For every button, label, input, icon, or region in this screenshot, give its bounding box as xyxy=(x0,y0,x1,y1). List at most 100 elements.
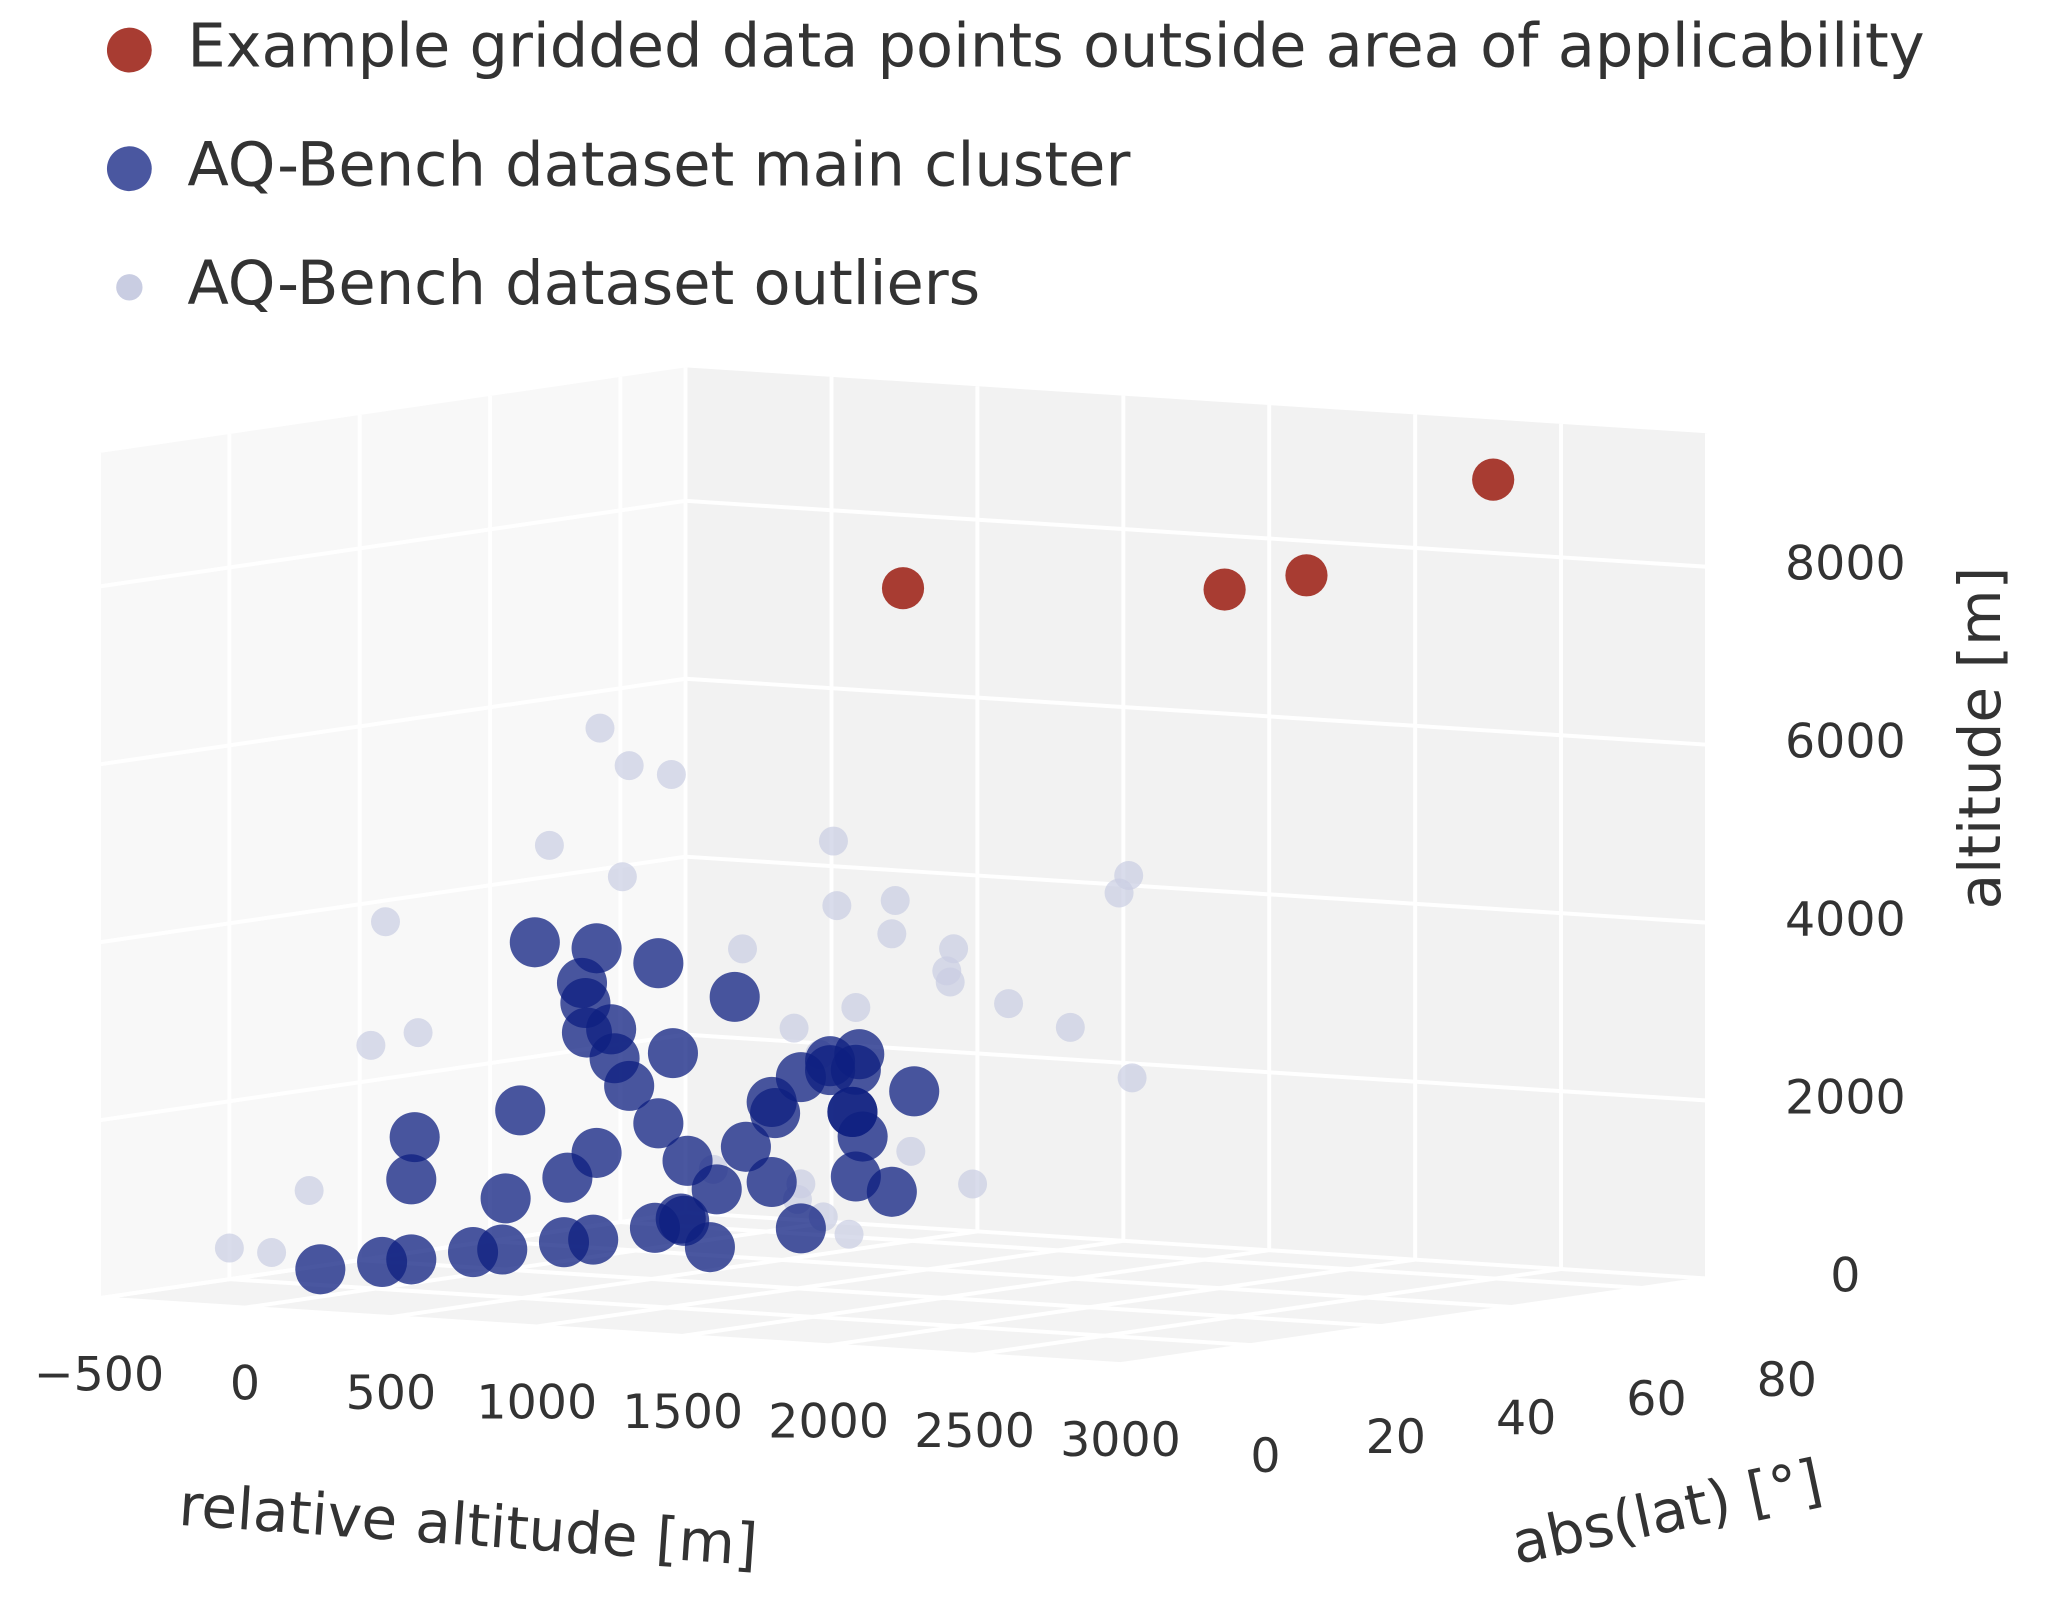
grid-line xyxy=(229,1277,1251,1348)
point xyxy=(586,1004,637,1055)
grid-line xyxy=(685,676,1708,747)
point xyxy=(1104,878,1134,908)
legend-marker xyxy=(106,27,152,73)
grid-line xyxy=(828,1257,1416,1348)
panes xyxy=(99,367,1707,1365)
point xyxy=(822,891,852,921)
grid-line xyxy=(244,1220,832,1310)
point xyxy=(370,907,400,937)
y-tick-label: 80 xyxy=(1757,1353,1817,1408)
point xyxy=(691,1164,742,1215)
points xyxy=(214,458,1515,1295)
grid-line xyxy=(359,1258,1382,1329)
point xyxy=(480,1173,531,1224)
point xyxy=(656,759,686,789)
point xyxy=(571,1127,622,1178)
point xyxy=(881,567,925,610)
z-tick-label: 6000 xyxy=(1785,715,1906,770)
point xyxy=(571,923,622,974)
point xyxy=(1117,1063,1147,1093)
y-tick-label: 20 xyxy=(1366,1410,1426,1465)
x-tick-label: 1500 xyxy=(622,1385,743,1440)
grid-line xyxy=(685,854,1708,925)
grid-line xyxy=(536,1238,1124,1329)
grid-line xyxy=(98,1296,1121,1367)
point xyxy=(896,1136,926,1166)
point xyxy=(356,1030,386,1060)
grid-line xyxy=(98,854,686,945)
legend-marker xyxy=(116,274,143,301)
grid-line xyxy=(98,498,686,589)
point xyxy=(932,956,962,986)
legend-label: AQ-Bench dataset main cluster xyxy=(187,130,1130,200)
legend-label: AQ-Bench dataset outliers xyxy=(187,249,980,319)
point xyxy=(709,971,760,1022)
point xyxy=(534,830,564,860)
x-tick-label: 2000 xyxy=(768,1394,889,1449)
point xyxy=(720,1121,771,1172)
point xyxy=(779,1013,809,1043)
point xyxy=(827,1086,878,1138)
point xyxy=(1203,568,1246,611)
point xyxy=(805,1045,856,1096)
point xyxy=(386,1234,437,1285)
point xyxy=(775,1203,826,1254)
point xyxy=(495,1085,546,1136)
z-tick-label: 4000 xyxy=(1785,893,1906,948)
point xyxy=(614,751,644,781)
y-tick-label: 40 xyxy=(1496,1391,1556,1446)
grid-line xyxy=(685,498,1708,569)
point xyxy=(889,1066,940,1117)
labels: relative altitude [m] abs(lat) [°] altit… xyxy=(34,537,2014,1579)
point xyxy=(477,1224,528,1275)
x-tick-label: 3000 xyxy=(1060,1413,1181,1468)
point xyxy=(607,862,637,892)
point xyxy=(633,938,684,989)
legend: AQ-Bench dataset outliers AQ-Bench datase… xyxy=(106,12,1925,319)
point xyxy=(389,1112,440,1163)
z-tick-label: 8000 xyxy=(1785,537,1906,592)
y-axis-title: abs(lat) [°] xyxy=(1506,1446,1828,1578)
point xyxy=(585,713,615,743)
grid-line xyxy=(98,676,686,767)
point xyxy=(295,1244,346,1295)
point xyxy=(830,1151,881,1202)
point xyxy=(880,885,910,915)
x-tick-label: 0 xyxy=(230,1357,260,1412)
point xyxy=(1285,554,1328,597)
legend-marker xyxy=(106,146,152,192)
point xyxy=(994,989,1024,1019)
point xyxy=(1472,458,1515,501)
point xyxy=(647,1028,698,1079)
grid-line xyxy=(974,1267,1562,1357)
point xyxy=(257,1237,287,1267)
point xyxy=(841,992,871,1022)
point xyxy=(568,1214,619,1265)
point xyxy=(403,1018,433,1048)
point xyxy=(818,826,848,856)
grid-line xyxy=(1120,1276,1708,1367)
point xyxy=(728,934,758,964)
x-tick-label: 1000 xyxy=(476,1376,597,1431)
y-tick-label: 60 xyxy=(1626,1372,1686,1427)
pane xyxy=(99,367,686,1299)
z-axis-title: altitude [m] xyxy=(1946,567,2014,910)
x-axis-title: relative altitude [m] xyxy=(177,1471,760,1579)
point xyxy=(386,1154,437,1205)
point xyxy=(746,1156,797,1208)
x-tick-label: 2500 xyxy=(914,1404,1035,1459)
y-tick-label: 0 xyxy=(1250,1429,1280,1484)
z-tick-label: 2000 xyxy=(1785,1071,1906,1126)
x-tick-label: −500 xyxy=(34,1347,164,1402)
legend-label: Example gridded data points outside area… xyxy=(187,12,1924,82)
point xyxy=(939,934,969,964)
point xyxy=(294,1176,324,1206)
grid-line xyxy=(390,1229,978,1320)
point xyxy=(684,1222,735,1273)
x-tick-label: 500 xyxy=(346,1366,437,1421)
point xyxy=(877,919,907,949)
point xyxy=(214,1233,244,1263)
point xyxy=(834,1219,864,1249)
grid-line xyxy=(682,1248,1270,1338)
